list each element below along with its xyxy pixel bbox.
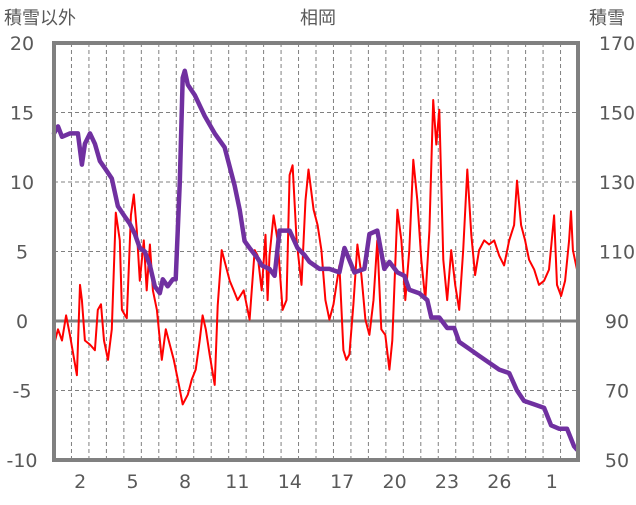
left-tick-label: 5 (16, 242, 28, 264)
chart-title: 相岡 (300, 8, 336, 29)
x-tick-label: 20 (383, 471, 407, 493)
series-line-snow-depth (51, 68, 580, 452)
left-axis-title: 積雪以外 (4, 8, 76, 29)
plot-frame (52, 41, 580, 462)
x-tick-label: 26 (487, 471, 511, 493)
series-layer (51, 68, 580, 452)
right-tick-label: 150 (599, 103, 635, 125)
gridlines (54, 43, 578, 460)
x-tick-label: 11 (225, 471, 249, 493)
left-tick-label: -5 (13, 381, 32, 403)
right-tick-label: 70 (605, 381, 629, 403)
left-tick-label: -10 (6, 450, 37, 472)
right-axis-title: 積雪 (589, 8, 625, 29)
right-tick-label: 110 (599, 242, 635, 264)
x-tick-label: 23 (435, 471, 459, 493)
x-tick-label: 17 (330, 471, 354, 493)
x-tick-label: 14 (278, 471, 302, 493)
x-tick-label: 2 (74, 471, 86, 493)
right-tick-label: 170 (599, 33, 635, 55)
right-tick-label: 50 (605, 450, 629, 472)
left-tick-label: 0 (16, 311, 28, 333)
right-tick-label: 130 (599, 172, 635, 194)
left-tick-label: 20 (10, 33, 34, 55)
x-tick-label: 1 (546, 471, 558, 493)
x-tick-label: 5 (127, 471, 139, 493)
x-tick-label: 8 (179, 471, 191, 493)
left-tick-label: 15 (10, 103, 34, 125)
right-tick-label: 90 (605, 311, 629, 333)
left-tick-label: 10 (10, 172, 34, 194)
